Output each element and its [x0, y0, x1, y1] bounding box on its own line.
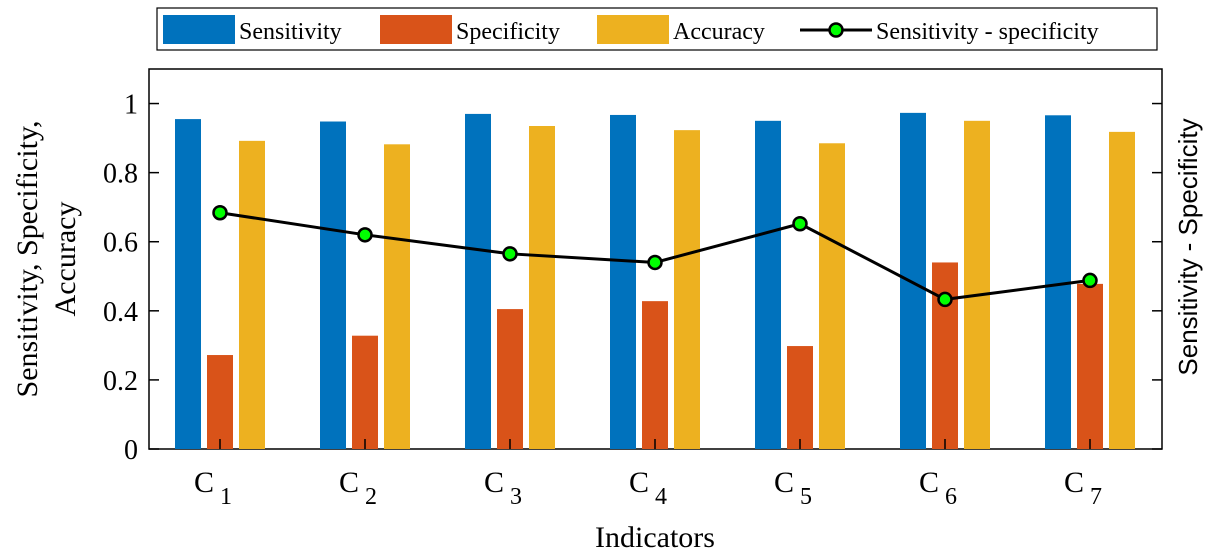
x-tick-label-c6: C — [919, 466, 939, 499]
legend-swatch-sensitivity — [163, 15, 235, 44]
x-tick-label-c3: C — [484, 466, 504, 499]
difference-line-layer — [212, 204, 1098, 308]
bar-accuracy-c3 — [529, 126, 555, 449]
x-tick-subscript-c5: 5 — [800, 484, 812, 510]
difference-marker-c2 — [357, 227, 373, 243]
x-tick-subscript-c4: 4 — [655, 484, 667, 510]
y2-axis-label: Sensitivity - Specificity — [1173, 118, 1203, 375]
y-tick-label: 0 — [124, 435, 138, 466]
legend: Sensitivity Specificity Accuracy Sensiti… — [156, 7, 1158, 51]
difference-marker-c1 — [212, 204, 228, 221]
legend-label-sensitivity: Sensitivity — [239, 19, 342, 45]
legend-swatch-accuracy — [597, 15, 669, 44]
y-axis-label-line-1: Sensitivity, Specificity, — [11, 121, 44, 398]
difference-marker-c5 — [792, 216, 808, 232]
y-tick-label: 0.4 — [103, 297, 138, 328]
x-tick-label-c2: C — [339, 466, 359, 499]
bars-layer — [175, 112, 1135, 450]
x-tick-subscript-c3: 3 — [510, 484, 522, 510]
y-tick-label: 1 — [124, 90, 138, 121]
x-tick-subscript-c7: 7 — [1090, 484, 1102, 510]
legend-marker-difference — [828, 22, 844, 38]
difference-marker-c6 — [937, 291, 953, 308]
y-tick-label: 0.2 — [103, 366, 138, 397]
y-axis-label-line-2: Accuracy — [49, 202, 82, 317]
bar-specificity-c6 — [932, 262, 958, 449]
bar-sensitivity-c3 — [465, 113, 491, 449]
x-tick-subscript-c2: 2 — [365, 484, 377, 510]
legend-label-difference: Sensitivity - specificity — [876, 19, 1099, 45]
bar-sensitivity-c6 — [900, 112, 926, 449]
x-tick-label-c5: C — [774, 466, 794, 499]
x-axis-label: Indicators — [595, 521, 715, 552]
bar-accuracy-c6 — [964, 120, 990, 450]
x-tick-label-c7: C — [1064, 466, 1084, 499]
bar-specificity-c3 — [497, 309, 523, 449]
bar-sensitivity-c2 — [320, 121, 346, 449]
x-tick-label-c4: C — [629, 466, 649, 499]
bar-specificity-c2 — [352, 335, 378, 449]
bar-specificity-c1 — [207, 355, 233, 449]
bar-accuracy-c7 — [1109, 131, 1135, 449]
bar-specificity-c4 — [642, 301, 668, 449]
difference-marker-c7 — [1082, 272, 1098, 289]
y-tick-label: 0.8 — [103, 159, 138, 190]
difference-marker-c3 — [502, 246, 518, 262]
y-tick-label: 0.6 — [103, 228, 138, 259]
x-tick-subscript-c6: 6 — [945, 484, 957, 510]
legend-label-accuracy: Accuracy — [673, 19, 765, 45]
bar-sensitivity-c4 — [610, 114, 636, 449]
bar-sensitivity-c1 — [175, 119, 201, 449]
x-tick-subscript-c1: 1 — [220, 484, 232, 510]
legend-swatch-specificity — [380, 15, 452, 44]
bar-accuracy-c4 — [674, 130, 700, 450]
y-axis-label: Sensitivity, Specificity, Accuracy — [11, 121, 82, 398]
bar-accuracy-c5 — [819, 143, 845, 450]
bar-accuracy-c2 — [384, 144, 410, 450]
legend-label-specificity: Specificity — [456, 19, 560, 45]
difference-marker-c4 — [647, 254, 663, 271]
bar-specificity-c5 — [787, 346, 813, 449]
x-tick-label-c1: C — [194, 466, 214, 499]
bar-sensitivity-c5 — [755, 120, 781, 450]
y-axis-ticks: 0 0.2 0.4 0.6 0.8 1 — [103, 90, 1162, 466]
bar-accuracy-c1 — [239, 140, 265, 449]
bar-specificity-c7 — [1077, 283, 1103, 449]
